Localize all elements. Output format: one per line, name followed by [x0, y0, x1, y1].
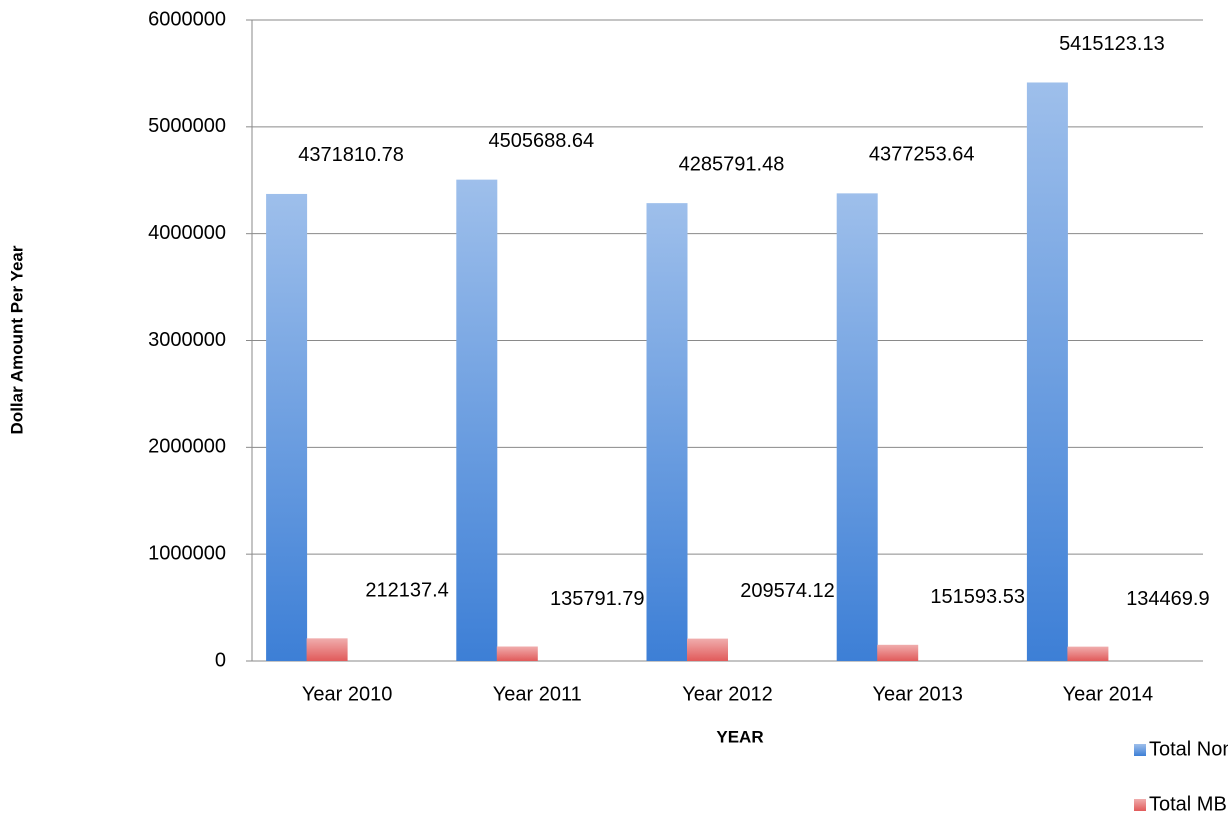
data-label: 4505688.64	[488, 130, 594, 152]
legend-swatch	[1134, 799, 1146, 811]
legend-label: Total Non-Construction	[1149, 738, 1228, 760]
x-tick-label: Year 2014	[1063, 683, 1153, 705]
data-label: 135791.79	[550, 588, 645, 610]
bar	[836, 193, 878, 661]
bar	[456, 179, 498, 661]
bar	[266, 193, 308, 661]
y-tick-label: 4000000	[148, 222, 226, 244]
y-tick-label: 0	[215, 649, 226, 671]
bar	[1026, 82, 1068, 661]
y-tick-label: 2000000	[148, 436, 226, 458]
bar	[687, 638, 728, 661]
data-label: 134469.9	[1126, 588, 1209, 610]
data-label: 4377253.64	[869, 144, 975, 166]
y-tick-label: 5000000	[148, 115, 226, 137]
legend-label: Total MBE	[1149, 793, 1228, 815]
y-tick-label: 6000000	[148, 8, 226, 30]
legend-swatch	[1134, 744, 1146, 756]
x-tick-label: Year 2010	[302, 683, 392, 705]
y-axis-title: Dollar Amount Per Year	[7, 245, 26, 434]
data-label: 4371810.78	[298, 144, 404, 166]
x-axis-title: YEAR	[716, 727, 763, 746]
data-label: 212137.4	[365, 580, 448, 602]
data-label: 5415123.13	[1059, 33, 1165, 55]
bar	[877, 644, 919, 661]
bar	[306, 638, 348, 661]
data-label: 209574.12	[740, 580, 835, 602]
y-tick-label: 1000000	[148, 542, 226, 564]
bar	[496, 646, 538, 661]
x-tick-label: Year 2012	[682, 683, 772, 705]
data-label: 151593.53	[930, 586, 1025, 608]
x-tick-label: Year 2013	[872, 683, 962, 705]
bar	[1067, 646, 1109, 661]
bar	[646, 203, 688, 661]
data-label: 4285791.48	[679, 153, 785, 175]
x-tick-label: Year 2011	[493, 683, 582, 705]
y-tick-label: 3000000	[148, 329, 226, 351]
